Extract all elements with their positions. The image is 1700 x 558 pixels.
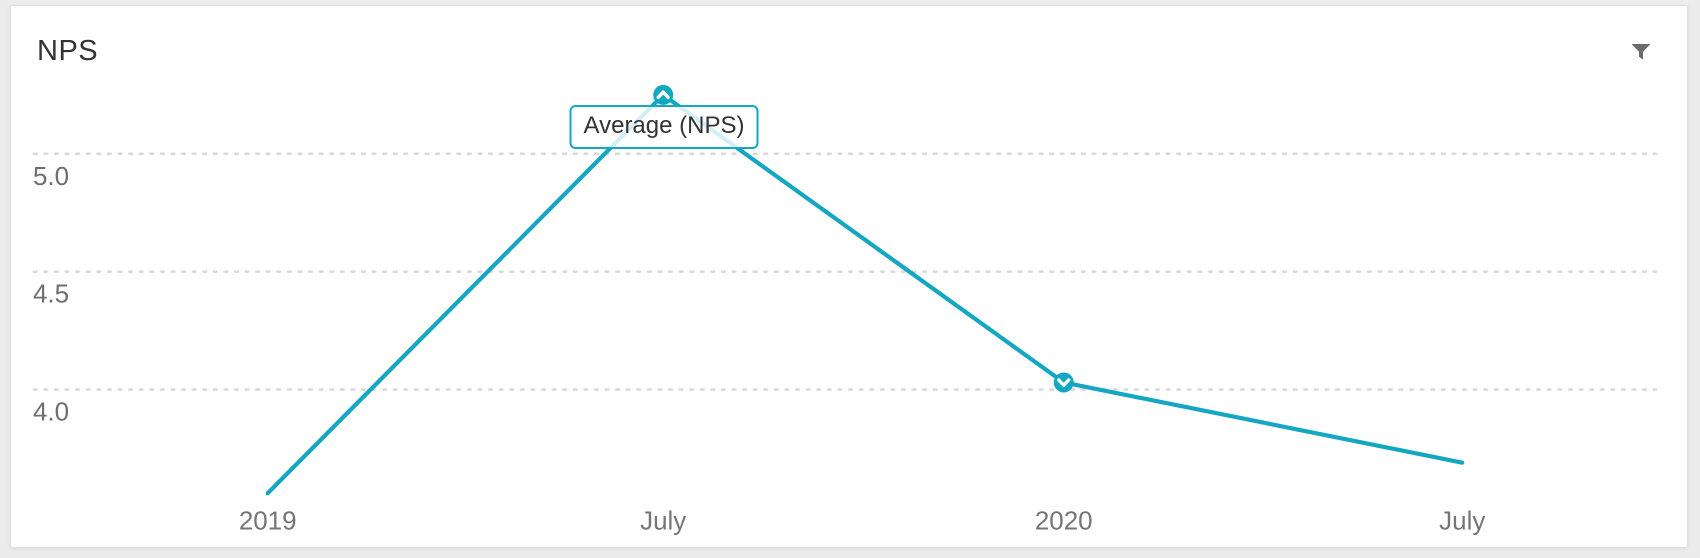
- page-title: NPS: [37, 35, 99, 67]
- chevron-up-glyph: [656, 90, 670, 100]
- y-axis-tick-label: 4.5: [33, 279, 69, 309]
- nps-line-chart: 5.0 4.5 4.0 2019 July 2020 July Average (NPS): [11, 6, 1687, 547]
- chart-canvas: 5.0 4.5 4.0 2019 July 2020 July: [32, 84, 1658, 535]
- nps-card: NPS 5.0 4.5 4.0 2019 July 2020 July Average (N…: [10, 5, 1688, 548]
- filter-button[interactable]: [1629, 39, 1655, 65]
- y-axis-tick-label: 5.0: [33, 161, 69, 191]
- marker-down-icon[interactable]: [1053, 372, 1074, 393]
- y-axis-tick-label: 4.0: [33, 396, 69, 426]
- x-axis-label: 2019: [239, 505, 297, 535]
- x-axis-label: 2020: [1035, 505, 1093, 535]
- trend-line: [265, 92, 1465, 496]
- chevron-down-glyph: [1057, 378, 1071, 387]
- tooltip-label: Average (NPS): [583, 112, 745, 139]
- chart-tooltip: Average (NPS): [569, 105, 759, 149]
- marker-up-icon[interactable]: [653, 84, 674, 105]
- x-axis-label: July: [1439, 505, 1485, 535]
- x-axis-label: July: [640, 505, 686, 535]
- filter-funnel-icon: [1631, 44, 1651, 60]
